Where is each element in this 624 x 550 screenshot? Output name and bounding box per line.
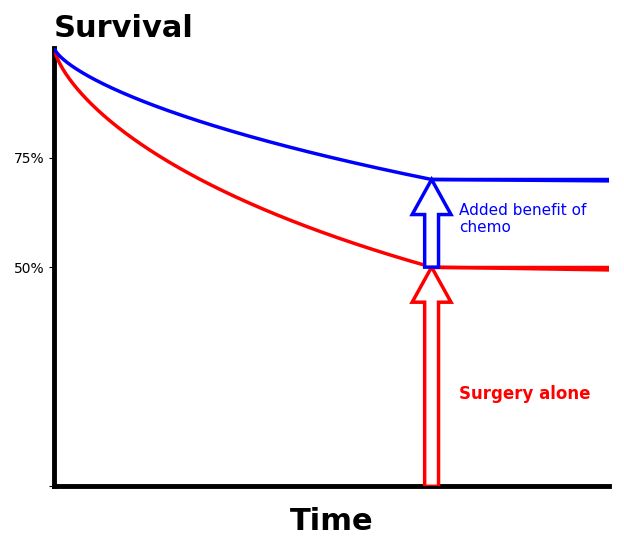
- Polygon shape: [412, 179, 451, 267]
- Text: Added benefit of
chemo: Added benefit of chemo: [459, 203, 587, 235]
- Text: Survival: Survival: [54, 14, 194, 43]
- Text: Surgery alone: Surgery alone: [459, 385, 591, 403]
- X-axis label: Time: Time: [290, 507, 374, 536]
- Polygon shape: [412, 267, 451, 486]
